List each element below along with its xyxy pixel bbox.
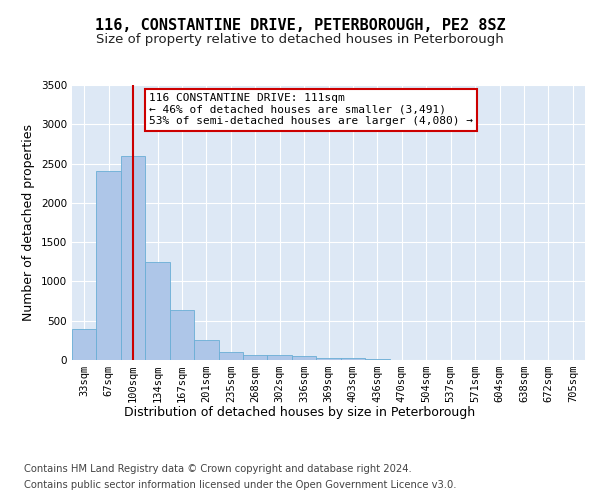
Y-axis label: Number of detached properties: Number of detached properties [22,124,35,321]
Text: 116, CONSTANTINE DRIVE, PETERBOROUGH, PE2 8SZ: 116, CONSTANTINE DRIVE, PETERBOROUGH, PE… [95,18,505,32]
Bar [218,352,243,360]
Bar [365,359,389,360]
Text: Contains public sector information licensed under the Open Government Licence v3: Contains public sector information licen… [24,480,457,490]
Text: Size of property relative to detached houses in Peterborough: Size of property relative to detached ho… [96,32,504,46]
Bar [316,358,341,360]
Bar [121,156,145,360]
Bar [170,310,194,360]
Text: Distribution of detached houses by size in Peterborough: Distribution of detached houses by size … [124,406,476,419]
Bar [97,172,121,360]
Bar [341,358,365,360]
Bar [194,340,218,360]
Bar [72,330,97,360]
Bar [145,262,170,360]
Bar [268,356,292,360]
Bar [292,356,316,360]
Text: Contains HM Land Registry data © Crown copyright and database right 2024.: Contains HM Land Registry data © Crown c… [24,464,412,474]
Bar [243,355,268,360]
Text: 116 CONSTANTINE DRIVE: 111sqm
← 46% of detached houses are smaller (3,491)
53% o: 116 CONSTANTINE DRIVE: 111sqm ← 46% of d… [149,93,473,126]
